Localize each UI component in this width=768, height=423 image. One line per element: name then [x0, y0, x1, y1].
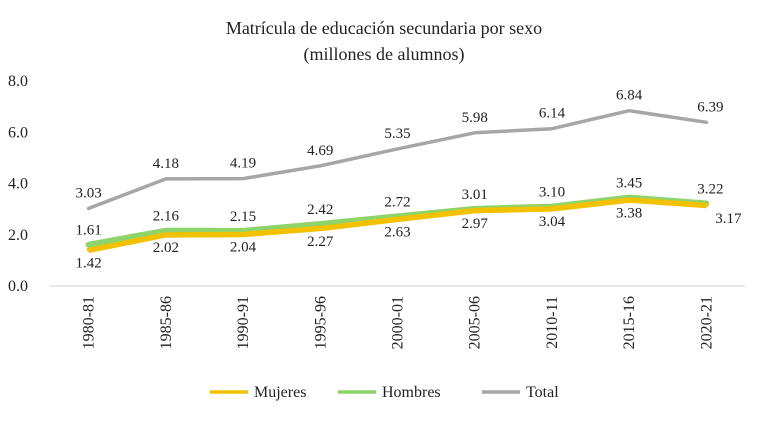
x-tick-label: 2020-21 [698, 296, 715, 349]
data-label-hombres: 3.10 [539, 185, 565, 201]
data-label-mujeres: 2.04 [230, 240, 257, 256]
x-tick-label: 2015-16 [621, 296, 638, 349]
series-line-mujeres-edge [88, 199, 707, 254]
y-tick-label: 2.0 [8, 227, 28, 244]
legend-label-mujeres: Mujeres [254, 384, 306, 401]
data-label-total: 6.14 [539, 106, 566, 122]
data-label-hombres: 3.01 [462, 187, 488, 203]
data-label-total: 4.19 [230, 156, 256, 172]
y-tick-label: 4.0 [8, 176, 28, 193]
legend-label-total: Total [526, 384, 559, 401]
x-tick-label: 1995-96 [312, 296, 329, 349]
y-tick-label: 0.0 [8, 278, 28, 295]
x-axis-ticks: 1980-81 1985-86 1990-91 1995-96 2000-01 2005-… [81, 296, 716, 349]
data-label-total: 4.18 [153, 156, 179, 172]
series-line-mujeres [86, 197, 709, 252]
data-label-hombres: 2.72 [384, 194, 410, 210]
x-tick-label: 1990-91 [235, 296, 252, 349]
x-tick-label: 2010-11 [544, 296, 561, 349]
chart-title: Matrícula de educación secundaria por se… [226, 18, 542, 38]
x-tick-label: 2000-01 [390, 296, 407, 349]
x-tick-label: 1980-81 [81, 296, 98, 349]
data-label-mujeres: 3.38 [616, 205, 642, 221]
data-label-total: 5.98 [462, 110, 488, 126]
data-label-total: 3.03 [75, 185, 101, 201]
chart-subtitle: (millones de alumnos) [304, 44, 465, 65]
data-label-mujeres: 2.97 [462, 216, 489, 232]
x-tick-label: 2005-06 [467, 296, 484, 349]
data-labels: 1.42 2.02 2.04 2.27 2.63 2.97 3.04 3.38 3.17 1.61… [75, 88, 742, 272]
data-label-mujeres: 2.02 [153, 240, 179, 256]
data-label-hombres: 3.22 [697, 181, 723, 197]
data-label-mujeres: 3.17 [715, 211, 742, 227]
data-label-mujeres: 1.42 [75, 256, 101, 272]
data-label-mujeres: 2.63 [384, 225, 410, 241]
data-label-mujeres: 3.04 [539, 214, 566, 230]
data-label-total: 4.69 [307, 143, 333, 159]
data-label-mujeres: 2.27 [307, 234, 334, 250]
data-label-hombres: 2.15 [230, 209, 256, 225]
data-label-total: 6.39 [697, 99, 723, 115]
data-label-hombres: 3.45 [616, 176, 642, 192]
legend-label-hombres: Hombres [382, 384, 441, 401]
data-label-hombres: 1.61 [75, 223, 101, 239]
data-label-hombres: 2.16 [153, 209, 180, 225]
x-tick-label: 1985-86 [158, 296, 175, 349]
y-tick-label: 6.0 [8, 124, 28, 141]
data-label-total: 6.84 [616, 88, 643, 104]
series-lines [85, 108, 710, 254]
data-label-hombres: 2.42 [307, 202, 333, 218]
legend: Mujeres Hombres Total [210, 384, 559, 401]
y-tick-label: 8.0 [8, 73, 28, 90]
y-axis-ticks: 8.0 6.0 4.0 2.0 0.0 [8, 73, 28, 295]
data-label-total: 5.35 [384, 126, 410, 142]
series-line-total [86, 108, 709, 211]
